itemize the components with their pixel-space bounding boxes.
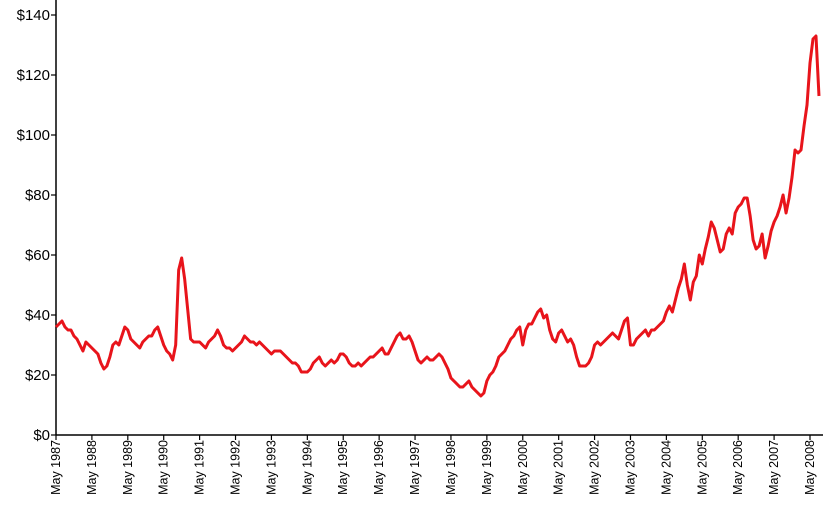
y-tick-label: $0 (33, 427, 50, 444)
x-tick-label: May 1998 (444, 440, 458, 495)
x-tick-label: May 1987 (49, 440, 63, 495)
x-tick-label: May 1991 (193, 440, 207, 495)
x-tick-label: May 2004 (659, 440, 673, 495)
x-tick-label: May 1990 (157, 440, 171, 495)
x-tick-label: May 1997 (408, 440, 422, 495)
y-tick-label: $80 (25, 187, 50, 204)
x-tick-label: May 1999 (480, 440, 494, 495)
x-tick-label: May 1993 (264, 440, 278, 495)
x-tick-label: May 1989 (121, 440, 135, 495)
y-tick-label: $20 (25, 367, 50, 384)
y-tick-label: $140 (17, 7, 50, 24)
y-tick-label: $40 (25, 307, 50, 324)
x-tick-label: May 2000 (516, 440, 530, 495)
x-tick-label: May 1992 (229, 440, 243, 495)
x-tick-label: May 2003 (623, 440, 637, 495)
y-tick-label: $100 (17, 127, 50, 144)
x-tick-label: May 2008 (803, 440, 817, 495)
x-tick-label: May 1996 (372, 440, 386, 495)
x-tick-label: May 2006 (731, 440, 745, 495)
x-tick-label: May 2001 (552, 440, 566, 495)
x-tick-label: May 2005 (695, 440, 709, 495)
x-tick-label: May 2007 (767, 440, 781, 495)
x-tick-label: May 1994 (300, 440, 314, 495)
data-line (54, 34, 821, 398)
x-tick-label: May 1988 (85, 440, 99, 495)
y-tick-label: $120 (17, 67, 50, 84)
y-tick-label: $60 (25, 247, 50, 264)
x-tick-label: May 1995 (336, 440, 350, 495)
x-tick-label: May 2002 (588, 440, 602, 495)
